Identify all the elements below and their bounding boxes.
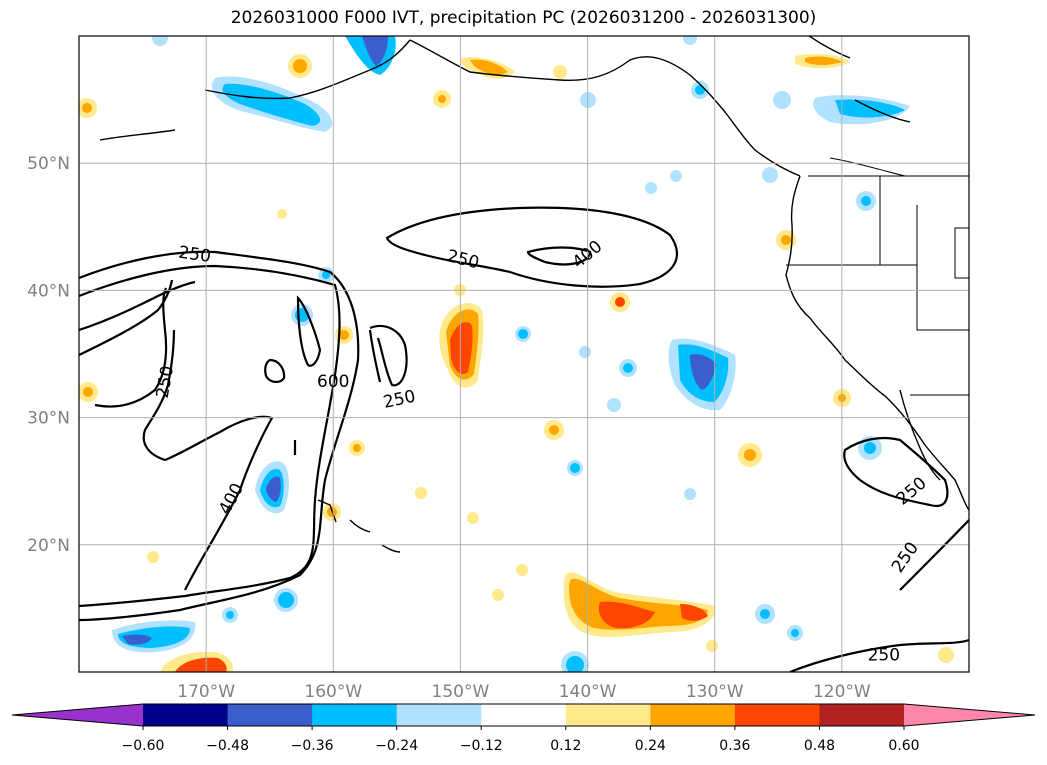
colorbar-extend-min	[12, 704, 143, 726]
coastlines	[99, 36, 969, 553]
contour-label: 600	[317, 372, 349, 392]
colorbar-tick-label: 0.48	[804, 738, 835, 754]
colorbar-segment	[650, 704, 736, 726]
colorbar-tick-label: 0.60	[888, 738, 919, 754]
precipitation-shading	[79, 36, 954, 672]
lat-tick-label: 20°N	[27, 536, 70, 556]
political-borders	[786, 157, 969, 396]
longitude-labels: 170°W 160°W 150°W 140°W 130°W 120°W	[177, 682, 871, 702]
colorbar-tick-label: 0.12	[550, 738, 581, 754]
gridlines	[79, 36, 969, 672]
colorbar-segment	[565, 704, 651, 726]
contour-label: 250	[868, 645, 900, 665]
lon-tick-label: 140°W	[559, 682, 617, 702]
colorbar: −0.60 −0.48 −0.36 −0.24 −0.12 0.12 0.24 0.36 0.4…	[11, 703, 1036, 754]
colorbar-tick-label: 0.36	[719, 738, 750, 754]
lon-tick-label: 120°W	[813, 682, 871, 702]
map-background	[79, 36, 969, 672]
colorbar-tick-label: 0.24	[635, 738, 666, 754]
colorbar-tick-label: −0.24	[375, 738, 418, 754]
contour-label: 250	[177, 243, 212, 267]
colorbar-segment	[819, 704, 905, 726]
chart-title: 2026031000 F000 IVT, precipitation PC (2…	[230, 8, 817, 28]
lon-tick-label: 130°W	[686, 682, 744, 702]
colorbar-segment	[143, 704, 229, 726]
colorbar-segment	[481, 704, 567, 726]
colorbar-tick-label: −0.12	[460, 738, 503, 754]
lat-tick-label: 40°N	[27, 281, 70, 301]
colorbar-tick-label: −0.60	[122, 738, 165, 754]
lon-tick-label: 150°W	[432, 682, 490, 702]
lon-tick-label: 170°W	[177, 682, 235, 702]
colorbar-segment	[734, 704, 820, 726]
lon-tick-label: 160°W	[304, 682, 362, 702]
colorbar-segment	[227, 704, 313, 726]
colorbar-tick-label: −0.36	[291, 738, 334, 754]
map-frame	[78, 35, 970, 673]
ivt-contours	[79, 206, 969, 672]
latitude-labels: 20°N 30°N 40°N 50°N	[27, 154, 70, 556]
lat-tick-label: 30°N	[27, 409, 70, 429]
lat-tick-label: 50°N	[27, 154, 70, 174]
colorbar-segment	[396, 704, 482, 726]
colorbar-segment	[312, 704, 398, 726]
colorbar-tick-label: −0.48	[206, 738, 249, 754]
colorbar-extend-max	[904, 704, 1035, 726]
